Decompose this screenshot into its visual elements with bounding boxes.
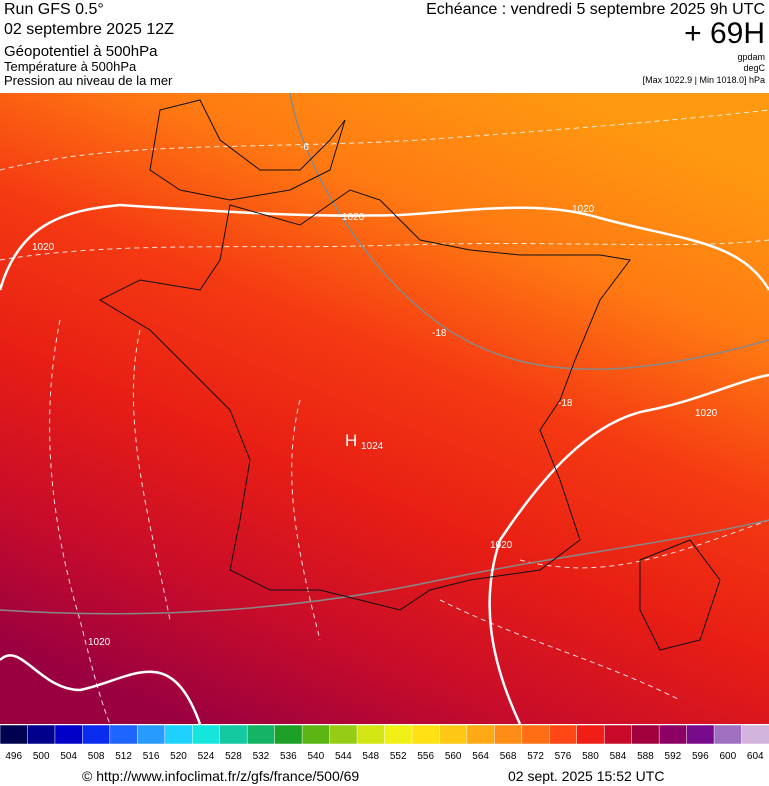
isotherm-label: -6 <box>300 142 309 153</box>
isotherm-line <box>519 519 769 569</box>
high-value: 1024 <box>361 441 384 452</box>
isotherm-line <box>0 239 769 261</box>
colorbar-label: 544 <box>335 751 352 762</box>
isotherm-line <box>291 399 321 641</box>
colorbar-swatch <box>384 724 413 745</box>
unit: degC <box>743 63 765 73</box>
lead-time: + 69H <box>684 17 765 50</box>
colorbar-label: 500 <box>33 751 50 762</box>
colorbar-label: 564 <box>472 751 489 762</box>
colorbar: 496 500 504 508 512 516 520 524 528 532 536 540 544 5… <box>0 724 769 762</box>
isobar-label: 1020 <box>695 408 718 419</box>
isobar-label: 1020 <box>572 204 595 215</box>
isobar <box>0 203 769 291</box>
colorbar-label: 496 <box>5 751 22 762</box>
colorbar-swatch <box>274 724 303 745</box>
colorbar-label: 576 <box>555 751 572 762</box>
colorbar-swatch <box>0 724 29 745</box>
colorbar-swatch <box>356 724 386 745</box>
colorbar-label: 528 <box>225 751 242 762</box>
colorbar-label: 512 <box>115 751 132 762</box>
pressure-range: [Max 1022.9 | Min 1018.0] hPa <box>643 75 765 85</box>
isotherm-label: -18 <box>432 328 447 339</box>
isotherm-line <box>439 599 681 701</box>
layer-label: Pression au niveau de la mer <box>4 73 173 88</box>
colorbar-swatch <box>301 724 331 745</box>
colorbar-swatch <box>246 724 276 745</box>
colorbar-label: 552 <box>390 751 407 762</box>
colorbar-swatch <box>686 724 715 745</box>
colorbar-swatch <box>494 724 523 745</box>
colorbar-label: 596 <box>692 751 709 762</box>
isotherm-line <box>132 329 171 621</box>
valid-time: Echéance : vendredi 5 septembre 2025 9h … <box>426 1 765 18</box>
colorbar-label: 540 <box>307 751 324 762</box>
layer-label: Température à 500hPa <box>4 59 137 74</box>
colorbar-label: 504 <box>60 751 77 762</box>
isotherm-line <box>0 519 769 615</box>
colorbar-label: 524 <box>198 751 215 762</box>
colorbar-swatch <box>658 724 688 745</box>
field <box>0 93 769 724</box>
colorbar-swatch <box>54 724 84 745</box>
colorbar-swatch <box>164 724 194 745</box>
colorbar-swatch <box>439 724 468 745</box>
colorbar-swatch <box>411 724 441 745</box>
colorbar-swatch <box>137 724 166 745</box>
colorbar-swatch <box>219 724 248 745</box>
run-date: 02 septembre 2025 12Z <box>4 21 174 38</box>
coastline <box>149 99 346 201</box>
colorbar-swatch <box>713 724 743 745</box>
isobar-label: 1020 <box>490 540 513 551</box>
layer-label: Géopotentiel à 500hPa <box>4 43 158 60</box>
colorbar-label: 584 <box>610 751 627 762</box>
colorbar-swatch <box>576 724 605 745</box>
isotherm-label: -18 <box>558 398 573 409</box>
colorbar-label: 548 <box>362 751 379 762</box>
colorbar-swatch <box>741 724 769 745</box>
colorbar-label: 600 <box>719 751 736 762</box>
colorbar-swatch <box>329 724 358 745</box>
colorbar-label: 520 <box>170 751 187 762</box>
isotherm-line <box>289 92 769 371</box>
colorbar-swatch <box>27 724 56 745</box>
colorbar-label: 568 <box>500 751 517 762</box>
colorbar-label: 572 <box>527 751 544 762</box>
source-url[interactable]: © http://www.infoclimat.fr/z/gfs/france/… <box>82 768 359 784</box>
isotherm-line <box>49 319 111 725</box>
colorbar-swatch <box>631 724 660 745</box>
colorbar-label: 604 <box>747 751 764 762</box>
isobar-label: 1020 <box>32 242 55 253</box>
isobar <box>488 373 769 725</box>
isobar-label: 1020 <box>88 637 111 648</box>
colorbar-label: 580 <box>582 751 599 762</box>
colorbar-label: 588 <box>637 751 654 762</box>
unit: gpdam <box>737 52 765 62</box>
colorbar-label: 508 <box>88 751 105 762</box>
colorbar-swatch <box>521 724 551 745</box>
colorbar-label: 592 <box>665 751 682 762</box>
colorbar-swatch <box>109 724 139 745</box>
issue-time: 02 sept. 2025 15:52 UTC <box>508 768 664 784</box>
map: 1020 1020 1020 1020 1020 1020 -6 -18 -18… <box>0 92 769 725</box>
isobar-label: 1020 <box>342 212 365 223</box>
colorbar-swatch <box>603 724 633 745</box>
colorbar-swatch <box>549 724 578 745</box>
colorbar-label: 532 <box>253 751 270 762</box>
france-outline <box>98 189 631 611</box>
colorbar-label: 556 <box>417 751 434 762</box>
high-marker: H <box>345 431 357 450</box>
coastline <box>639 539 721 651</box>
colorbar-label: 560 <box>445 751 462 762</box>
colorbar-label: 536 <box>280 751 297 762</box>
isobar <box>0 654 202 725</box>
colorbar-swatch <box>192 724 221 745</box>
colorbar-label: 516 <box>143 751 160 762</box>
run-title: Run GFS 0.5° <box>4 1 104 18</box>
colorbar-swatch <box>82 724 111 745</box>
colorbar-swatch <box>466 724 496 745</box>
